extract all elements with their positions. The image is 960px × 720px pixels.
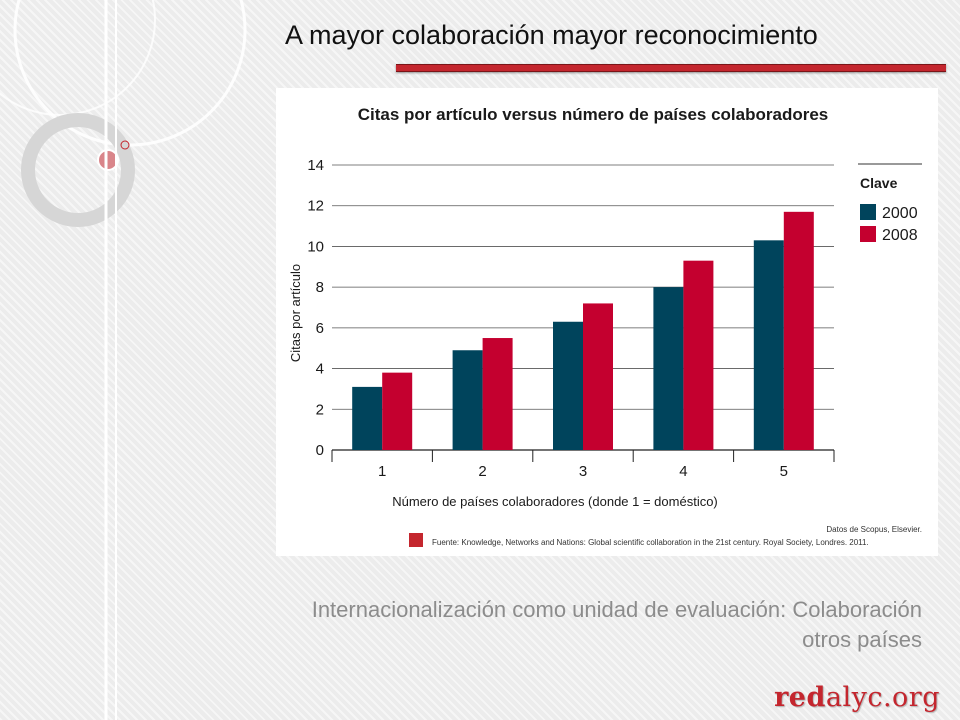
legend-label-2008: 2008: [882, 227, 918, 244]
redalyc-logo: redalyc.org: [774, 682, 940, 713]
bar-2008-1: [382, 372, 413, 450]
bar-2008-5: [783, 211, 814, 450]
legend-swatch-2000: [860, 204, 876, 220]
title-underline: [396, 64, 946, 72]
y-tick-label: 2: [316, 401, 324, 418]
chart-legend: 2000 2008: [860, 204, 918, 244]
bar-2000-3: [553, 321, 583, 450]
brand-bold: red: [774, 682, 826, 713]
x-tick-label: 1: [378, 463, 386, 480]
chart-title: Citas por artículo versus número de país…: [358, 105, 829, 124]
y-tick-label: 10: [307, 238, 324, 255]
x-tick-label: 4: [679, 463, 687, 480]
y-tick-label: 4: [316, 361, 324, 378]
y-tick-label: 0: [316, 442, 324, 459]
y-tick-label: 8: [316, 279, 324, 296]
caption-line-1: Internacionalización como unidad de eval…: [311, 597, 922, 622]
legend-label-2000: 2000: [882, 205, 918, 222]
source-credit: Datos de Scopus, Elsevier.: [826, 525, 922, 534]
bar-2008-4: [683, 260, 714, 450]
x-tick-label: 2: [478, 463, 486, 480]
bar-2000-2: [452, 350, 483, 450]
bar-2000-5: [753, 240, 784, 450]
slide-caption: Internacionalización como unidad de eval…: [312, 595, 922, 655]
bar-2000-4: [653, 287, 684, 450]
x-tick-label: 3: [579, 463, 587, 480]
y-tick-labels: 0 2 4 6 8 10 12 14: [307, 157, 324, 459]
bar-2008-2: [482, 338, 513, 450]
bar-2008-3: [583, 303, 613, 450]
y-tick-label: 14: [307, 157, 324, 174]
bar-2000-1: [352, 386, 383, 450]
y-axis-label: Citas por artículo: [288, 264, 303, 362]
bar-chart: Citas por artículo versus número de país…: [288, 105, 922, 547]
legend-swatch-2008: [860, 226, 876, 242]
brand-rest: alyc.org: [825, 682, 940, 713]
chart-bars: [352, 211, 814, 450]
legend-title: Clave: [860, 175, 898, 191]
x-tick-label: 5: [780, 463, 788, 480]
chart-panel: Citas por artículo versus número de país…: [276, 88, 938, 556]
royal-society-logo-icon: [409, 533, 423, 547]
y-tick-label: 6: [316, 320, 324, 337]
x-tick-labels: 1 2 3 4 5: [378, 463, 788, 480]
source-note: Fuente: Knowledge, Networks and Nations:…: [432, 538, 869, 547]
y-tick-label: 12: [307, 198, 324, 215]
caption-line-2: otros países: [802, 627, 922, 652]
x-axis-label: Número de países colaboradores (donde 1 …: [392, 494, 718, 509]
slide-title: A mayor colaboración mayor reconocimient…: [285, 20, 818, 50]
